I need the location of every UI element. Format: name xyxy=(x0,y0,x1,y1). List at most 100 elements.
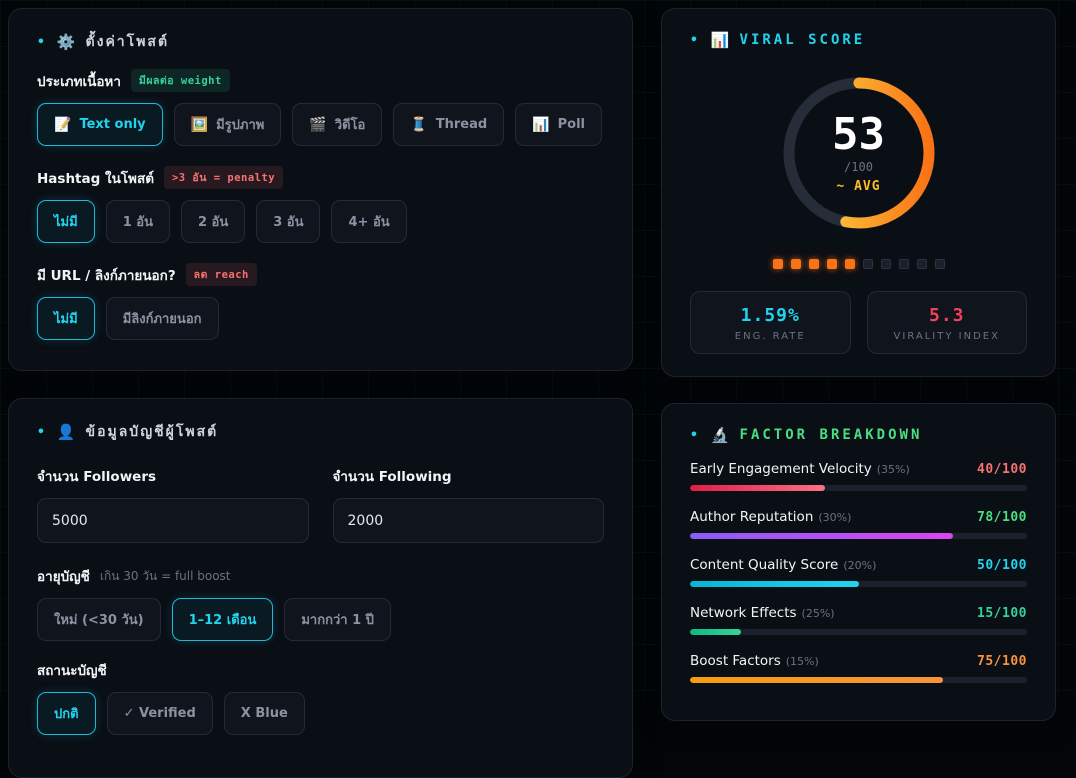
account-age-options: ใหม่ (<30 วัน) 1–12 เดือน มากกว่า 1 ปี xyxy=(37,598,604,641)
account-age-option-1[interactable]: 1–12 เดือน xyxy=(171,598,274,641)
viral-score-gauge: 53 /100 ~ AVG xyxy=(769,63,949,243)
factor-progress-fill xyxy=(690,629,741,635)
score-segment-7 xyxy=(898,259,909,269)
factor-score: 75/100 xyxy=(977,654,1027,669)
viral-score-title-row: • 📊 VIRAL SCORE xyxy=(690,31,1027,49)
post-settings-title: ตั้งค่าโพสต์ xyxy=(85,34,170,50)
account-age-label: อายุบัญชี xyxy=(37,569,90,585)
factor-name: Network Effects xyxy=(690,605,797,621)
content-type-options: 📝 Text only 🖼️ มีรูปภาพ 🎬 วิดีโอ 🧵 Thread 📊 Poll xyxy=(37,103,604,146)
score-segment-9 xyxy=(934,259,945,269)
external-url-label-row: มี URL / ลิงก์ภายนอก? ลด reach xyxy=(37,263,604,286)
hashtag-label-row: Hashtag ในโพสต์ >3 อัน = penalty xyxy=(37,166,604,189)
account-status-option-2[interactable]: X Blue xyxy=(223,692,305,735)
factor-name-group: Early Engagement Velocity (35%) xyxy=(690,458,910,477)
right-column: • 📊 VIRAL SCORE 53 /1 xyxy=(661,8,1056,778)
factor-progress-track xyxy=(690,533,1027,539)
content-type-badge: มีผลต่อ weight xyxy=(130,69,230,92)
following-input[interactable] xyxy=(332,498,604,543)
external-url-option-0[interactable]: ไม่มี xyxy=(37,297,95,340)
factor-breakdown-card: • 🔬 FACTOR BREAKDOWN Early Engagement Ve… xyxy=(661,403,1056,721)
viral-score-max: /100 xyxy=(844,159,873,174)
factor-weight: (20%) xyxy=(843,559,877,572)
microscope-icon: 🔬 xyxy=(710,426,730,444)
hashtag-option-2[interactable]: 2 อัน xyxy=(180,200,246,243)
stat-box-0: 1.59% ENG. RATE xyxy=(690,291,851,354)
account-status-label-row: สถานะบัญชี xyxy=(37,659,604,681)
content-type-option-4[interactable]: 📊 Poll xyxy=(515,103,602,146)
factor-header: Boost Factors (15%) 75/100 xyxy=(690,650,1027,669)
hashtag-option-3[interactable]: 3 อัน xyxy=(256,200,321,243)
account-status-option-1[interactable]: ✓ Verified xyxy=(106,692,213,735)
chip-label: Text only xyxy=(79,117,146,132)
account-status-option-0[interactable]: ปกติ xyxy=(37,692,96,735)
chip-label: Thread xyxy=(435,117,488,132)
account-status-options: ปกติ ✓ Verified X Blue xyxy=(37,692,604,735)
bullet-icon: • xyxy=(37,424,47,440)
score-segments xyxy=(690,259,1027,269)
viral-score-card: • 📊 VIRAL SCORE 53 /1 xyxy=(661,8,1056,377)
factor-header: Content Quality Score (20%) 50/100 xyxy=(690,554,1027,573)
chip-label: 2 อัน xyxy=(197,215,229,230)
person-icon: 👤 xyxy=(56,423,76,441)
score-segment-4 xyxy=(844,259,855,269)
content-type-option-2[interactable]: 🎬 วิดีโอ xyxy=(292,103,383,146)
following-field-group: จำนวน Following xyxy=(332,457,604,543)
clapper-icon: 🎬 xyxy=(309,116,327,133)
factor-score: 40/100 xyxy=(977,462,1027,477)
factor-weight: (15%) xyxy=(785,655,819,668)
stat-value: 1.59% xyxy=(740,305,800,326)
followers-input[interactable] xyxy=(37,498,309,543)
factor-progress-track xyxy=(690,677,1027,683)
chip-label: Poll xyxy=(557,117,585,132)
gauge-svg xyxy=(783,77,934,229)
external-url-option-1[interactable]: มีลิงก์ภายนอก xyxy=(105,297,219,340)
score-segment-1 xyxy=(790,259,801,269)
gauge-center: 53 /100 ~ AVG xyxy=(769,63,949,243)
bullet-icon: • xyxy=(37,34,47,50)
account-status-label: สถานะบัญชี xyxy=(37,663,107,679)
chip-label: มากกว่า 1 ปี xyxy=(301,613,374,628)
account-age-option-2[interactable]: มากกว่า 1 ปี xyxy=(284,598,391,641)
factor-progress-track xyxy=(690,581,1027,587)
account-age-option-0[interactable]: ใหม่ (<30 วัน) xyxy=(37,598,161,641)
external-url-label: มี URL / ลิงก์ภายนอก? xyxy=(37,267,176,284)
chip-label: 1 อัน xyxy=(122,215,153,230)
thread-icon: 🧵 xyxy=(410,116,428,133)
chip-label: ไม่มี xyxy=(54,312,78,327)
hashtag-option-0[interactable]: ไม่มี xyxy=(37,200,95,243)
stat-value: 5.3 xyxy=(928,305,965,326)
stat-label: VIRALITY INDEX xyxy=(893,331,1000,342)
bar-chart-icon: 📊 xyxy=(710,31,730,49)
bar-chart-icon: 📊 xyxy=(532,116,550,133)
content-type-option-3[interactable]: 🧵 Thread xyxy=(393,103,505,146)
factor-weight: (30%) xyxy=(818,511,852,524)
factor-header: Author Reputation (30%) 78/100 xyxy=(690,506,1027,525)
left-column: • ⚙️ ตั้งค่าโพสต์ ประเภทเนื้อหา มีผลต่อ … xyxy=(8,8,633,778)
factor-progress-track xyxy=(690,629,1027,635)
content-type-option-1[interactable]: 🖼️ มีรูปภาพ xyxy=(173,103,282,146)
chip-label: ไม่มี xyxy=(54,215,78,230)
account-title-row: • 👤 ข้อมูลบัญชีผู้โพสต์ xyxy=(37,421,604,443)
score-segment-3 xyxy=(826,259,837,269)
stat-label: ENG. RATE xyxy=(734,331,806,342)
hashtag-option-4[interactable]: 4+ อัน xyxy=(331,200,407,243)
hashtag-option-1[interactable]: 1 อัน xyxy=(105,200,170,243)
following-label: จำนวน Following xyxy=(332,469,452,485)
factor-name: Boost Factors xyxy=(690,653,781,669)
factor-row-4: Boost Factors (15%) 75/100 xyxy=(690,650,1027,683)
picture-icon: 🖼️ xyxy=(190,116,209,133)
chip-label: 1–12 เดือน xyxy=(188,613,257,628)
score-segment-8 xyxy=(916,259,927,269)
content-type-option-0[interactable]: 📝 Text only xyxy=(37,103,163,146)
factor-breakdown-title: FACTOR BREAKDOWN xyxy=(739,427,923,443)
post-settings-card: • ⚙️ ตั้งค่าโพสต์ ประเภทเนื้อหา มีผลต่อ … xyxy=(8,8,633,371)
chip-label: 3 อัน xyxy=(273,215,304,230)
factor-row-2: Content Quality Score (20%) 50/100 xyxy=(690,554,1027,587)
account-input-grid: จำนวน Followers จำนวน Following xyxy=(37,457,604,543)
followers-field-group: จำนวน Followers xyxy=(37,457,309,543)
factor-progress-fill xyxy=(690,533,953,539)
account-card: • 👤 ข้อมูลบัญชีผู้โพสต์ จำนวน Followers … xyxy=(8,398,633,778)
content-type-label-row: ประเภทเนื้อหา มีผลต่อ weight xyxy=(37,69,604,92)
